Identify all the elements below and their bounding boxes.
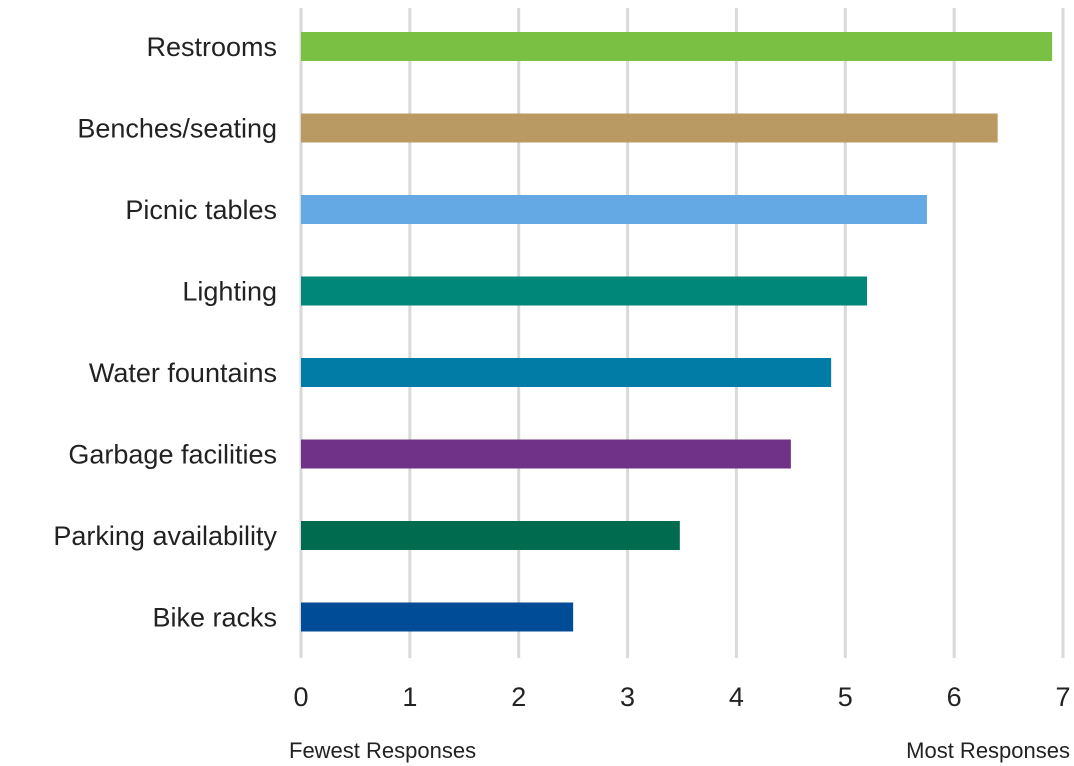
x-axis-label-left: Fewest Responses [289,738,476,763]
bar [301,113,998,143]
category-label: Bike racks [152,603,277,633]
category-label: Benches/seating [77,114,277,144]
category-label: Picnic tables [125,195,277,225]
bar [301,521,680,550]
category-labels: Restrooms Benches/seating Picnic tables Lig… [53,32,277,633]
x-tick-label: 1 [402,682,417,712]
x-tick-label: 6 [947,682,962,712]
bar [301,358,832,387]
category-label: Parking availability [53,521,277,551]
category-label: Lighting [182,277,277,307]
x-tick-label: 2 [511,682,526,712]
category-label: Garbage facilities [68,440,277,470]
x-tick-label: 0 [293,682,308,712]
x-tick-label: 7 [1055,682,1070,712]
x-tick-labels: 0 1 2 3 4 5 6 7 [293,682,1070,712]
category-label: Restrooms [146,32,277,62]
x-tick-label: 5 [838,682,853,712]
x-tick-label: 3 [620,682,635,712]
bars [301,32,1053,632]
category-label: Water fountains [89,358,277,388]
x-axis-label-right: Most Responses [906,738,1070,763]
bar [301,195,927,224]
bar [301,439,791,469]
bar [301,276,868,306]
gridlines [299,8,1065,658]
bar [301,32,1053,61]
x-tick-label: 4 [729,682,744,712]
bar [301,602,574,632]
